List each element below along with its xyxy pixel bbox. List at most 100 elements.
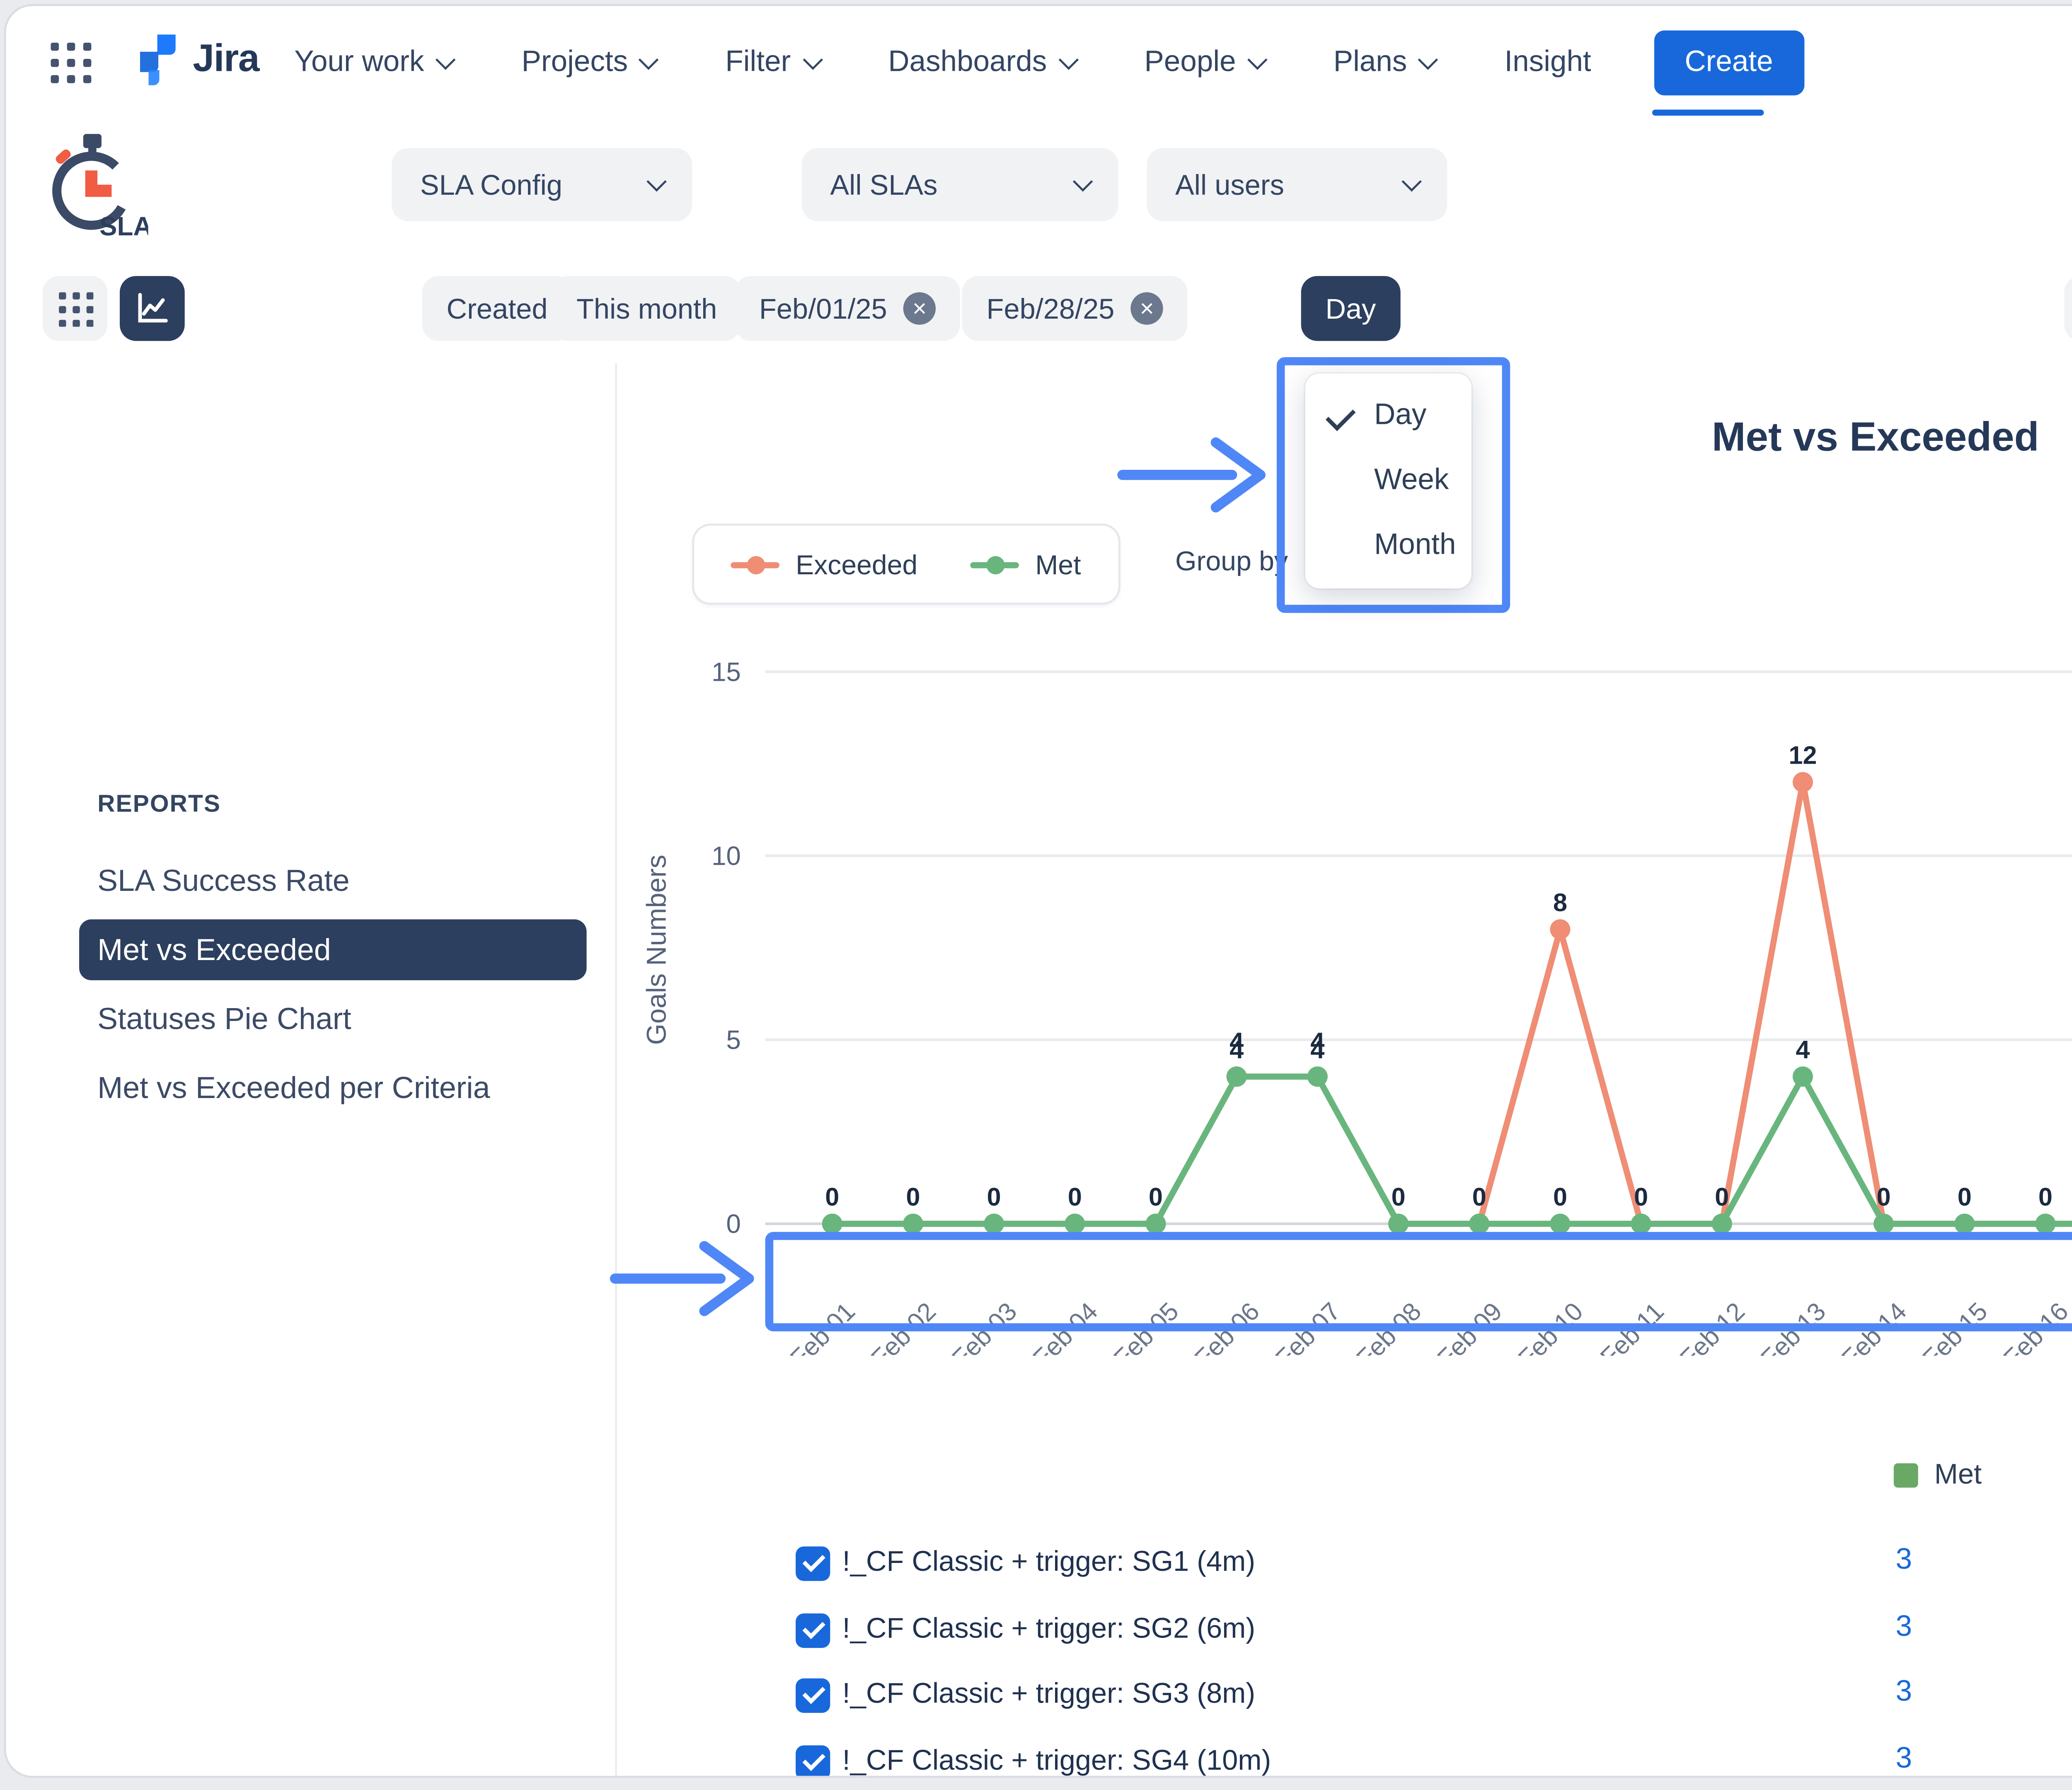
- met-count-link[interactable]: 3: [1895, 1742, 1912, 1775]
- row-checkbox[interactable]: [796, 1678, 830, 1713]
- primary-nav-menu: Your work Projects Filter Dashboards People P…: [294, 6, 1764, 120]
- y-tick-label: 10: [712, 841, 741, 871]
- users-dropdown[interactable]: All users: [1147, 148, 1447, 221]
- grid-icon: [58, 291, 92, 326]
- filter-chip-end-date[interactable]: Feb/28/25 ×: [962, 276, 1188, 341]
- summary-table-row: !_CF Classic + trigger: SG4 (10m) 3 7: [615, 1730, 2072, 1776]
- row-label: !_CF Classic + trigger: SG3 (8m): [842, 1676, 1256, 1709]
- groupby-option-label: Month: [1374, 530, 1456, 562]
- data-point-label: 4: [1230, 1028, 1244, 1056]
- nav-item-label: Projects: [521, 46, 628, 80]
- data-point-met[interactable]: [1469, 1214, 1490, 1234]
- data-point-exceeded[interactable]: [1550, 919, 1571, 940]
- x-tick-label: Feb 12: [1674, 1297, 1750, 1356]
- chevron-down-icon: [1072, 172, 1093, 192]
- nav-item-your-work[interactable]: Your work: [294, 46, 456, 80]
- data-point-exceeded[interactable]: [1792, 772, 1813, 793]
- data-point-label: 0: [2038, 1183, 2053, 1211]
- exceeded-count-link[interactable]: 7: [2070, 1611, 2072, 1643]
- data-point-met[interactable]: [1307, 1066, 1328, 1087]
- select-issues-dropdown[interactable]: SLA Config: [392, 148, 692, 221]
- groupby-option-week[interactable]: Week: [1305, 448, 1472, 513]
- x-tick-label: Feb 06: [1189, 1297, 1265, 1356]
- data-point-met[interactable]: [1711, 1214, 1732, 1234]
- grid-view-toggle[interactable]: [42, 276, 108, 341]
- row-checkbox[interactable]: [796, 1744, 830, 1776]
- reports-sidebar: REPORTS SLA Success Rate Met vs Exceeded S…: [6, 363, 617, 1776]
- chevron-down-icon: [1058, 50, 1078, 70]
- sidebar-item-met-vs-exceeded[interactable]: Met vs Exceeded: [79, 919, 587, 980]
- data-point-met[interactable]: [1792, 1066, 1813, 1087]
- exceeded-count-link[interactable]: 7: [2070, 1742, 2072, 1775]
- row-checkbox[interactable]: [796, 1546, 830, 1581]
- nav-item-filter[interactable]: Filter: [725, 46, 822, 80]
- x-tick-label: Feb 05: [1108, 1297, 1184, 1356]
- legend-item-exceeded[interactable]: Exceeded: [731, 549, 917, 579]
- create-gadget-button[interactable]: Create gadget: [2064, 276, 2072, 341]
- close-icon[interactable]: ×: [1130, 292, 1163, 325]
- group-by-dropdown-button[interactable]: Day: [1301, 276, 1401, 341]
- data-point-met[interactable]: [1631, 1214, 1651, 1234]
- filter-chip-this-month-label: This month: [576, 292, 717, 325]
- summary-table-row: !_CF Classic + trigger: SG2 (6m) 3 7: [615, 1598, 2072, 1664]
- data-point-met[interactable]: [1145, 1214, 1166, 1234]
- filter-chip-this-month[interactable]: This month: [552, 276, 741, 341]
- jira-logo[interactable]: Jira: [132, 34, 259, 87]
- data-point-label: 4: [1796, 1035, 1810, 1064]
- nav-item-projects[interactable]: Projects: [521, 46, 659, 80]
- data-point-met[interactable]: [1954, 1214, 1975, 1234]
- data-point-met[interactable]: [1388, 1214, 1409, 1234]
- nav-item-label: Filter: [725, 46, 791, 80]
- brand-name: Jira: [193, 39, 259, 81]
- data-point-met[interactable]: [1550, 1214, 1571, 1234]
- met-count-link[interactable]: 3: [1895, 1676, 1912, 1709]
- data-point-label: 0: [1068, 1183, 1082, 1211]
- group-by-value: Day: [1325, 292, 1376, 325]
- y-tick-label: 0: [726, 1209, 741, 1239]
- chart-view-toggle[interactable]: [119, 276, 185, 341]
- data-point-met[interactable]: [1065, 1214, 1085, 1234]
- filter-chip-created[interactable]: Created: [422, 276, 572, 341]
- close-icon[interactable]: ×: [903, 292, 936, 325]
- group-by-dropdown-menu: Day Week Month: [1305, 373, 1472, 589]
- nav-item-plans[interactable]: Plans: [1334, 47, 1438, 79]
- nav-item-label: Your work: [294, 46, 424, 80]
- legend-item-met[interactable]: Met: [970, 549, 1081, 579]
- data-point-label: 12: [1789, 741, 1817, 769]
- data-point-met[interactable]: [2035, 1214, 2056, 1234]
- data-point-met[interactable]: [822, 1214, 842, 1234]
- nav-item-insight[interactable]: Insight: [1504, 47, 1591, 79]
- x-tick-label: Feb 04: [1027, 1297, 1103, 1356]
- data-point-met[interactable]: [903, 1214, 923, 1234]
- app-switcher-icon[interactable]: [51, 42, 92, 83]
- sidebar-item-statuses-pie-chart[interactable]: Statuses Pie Chart: [97, 1001, 351, 1036]
- data-point-met[interactable]: [1874, 1214, 1894, 1234]
- filter-chip-start-date[interactable]: Feb/01/25 ×: [735, 276, 961, 341]
- sidebar-title: REPORTS: [97, 789, 221, 818]
- summary-table-row: !_CF Classic + trigger: SG3 (8m) 3 7: [615, 1664, 2072, 1730]
- jira-mark-icon: [140, 34, 176, 85]
- chevron-down-icon: [646, 172, 667, 192]
- app-window: Jira Your work Projects Filter Dashboards Pe…: [4, 4, 2072, 1778]
- exceeded-count-link[interactable]: 7: [2070, 1544, 2072, 1577]
- sidebar-item-sla-success-rate[interactable]: SLA Success Rate: [97, 864, 350, 898]
- met-count-link[interactable]: 3: [1895, 1544, 1912, 1577]
- exceeded-count-link[interactable]: 7: [2070, 1676, 2072, 1709]
- sidebar-item-met-vs-exceeded-per-criteria[interactable]: Met vs Exceeded per Criteria: [97, 1070, 490, 1105]
- sla-dropdown[interactable]: All SLAs: [801, 148, 1118, 221]
- users-value: All users: [1175, 168, 1284, 201]
- row-checkbox[interactable]: [796, 1612, 830, 1647]
- x-tick-label: Feb 02: [865, 1297, 941, 1356]
- groupby-option-day[interactable]: Day: [1305, 384, 1472, 449]
- nav-item-people[interactable]: People: [1144, 47, 1268, 79]
- groupby-option-month[interactable]: Month: [1305, 513, 1472, 578]
- chart-title: Met vs Exceeded: [1711, 416, 2039, 461]
- create-button[interactable]: Create: [1654, 30, 1804, 96]
- x-tick-label: Feb 15: [1917, 1297, 1993, 1356]
- data-point-met[interactable]: [1226, 1066, 1247, 1087]
- nav-item-dashboards[interactable]: Dashboards: [888, 47, 1078, 79]
- met-count-link[interactable]: 3: [1895, 1610, 1912, 1643]
- data-point-met[interactable]: [984, 1214, 1005, 1234]
- groupby-option-label: Day: [1374, 399, 1427, 433]
